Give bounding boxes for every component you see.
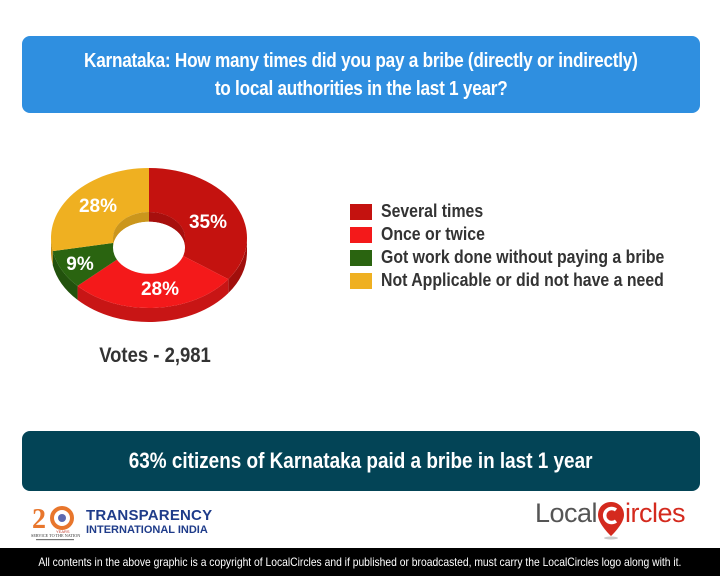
svg-text:2: 2 bbox=[32, 504, 46, 535]
footer-text: All contents in the above graphic is a c… bbox=[38, 555, 682, 569]
legend-label: Once or twice bbox=[381, 224, 485, 244]
legend-label: Several times bbox=[381, 201, 484, 221]
legend-item-several-times: Several times bbox=[350, 200, 703, 223]
transparency-international-logo: 2 YEARS SERVICE TO THE NATION TRANSPAREN… bbox=[24, 500, 212, 542]
lc-word-local: Local bbox=[535, 498, 598, 528]
legend-item-not-applicable: Not Applicable or did not have a need bbox=[350, 269, 703, 292]
donut-chart: 35% 28% 9% 28% bbox=[40, 160, 260, 340]
legend-swatch bbox=[350, 203, 372, 220]
legend-item-no-bribe: Got work done without paying a bribe bbox=[350, 246, 703, 269]
slice-label: 28% bbox=[141, 279, 179, 300]
legend-swatch bbox=[350, 249, 372, 266]
slice-label: 9% bbox=[66, 254, 94, 275]
slice-label: 35% bbox=[189, 212, 227, 233]
question-line-1: Karnataka: How many times did you pay a … bbox=[84, 49, 638, 72]
question-line-2: to local authorities in the last 1 year? bbox=[214, 77, 508, 100]
localcircles-logo: Local ircles bbox=[535, 496, 695, 540]
ti-line-1: TRANSPARENCY bbox=[86, 507, 213, 524]
question-banner: Karnataka: How many times did you pay a … bbox=[22, 36, 700, 113]
donut-chart-svg: 35% 28% 9% 28% bbox=[50, 168, 247, 322]
summary-banner: 63% citizens of Karnataka paid a bribe i… bbox=[22, 431, 700, 491]
svg-text:SERVICE TO THE NATION: SERVICE TO THE NATION bbox=[31, 533, 80, 538]
ti-line-2: INTERNATIONAL INDIA bbox=[86, 524, 208, 536]
legend-swatch bbox=[350, 272, 372, 289]
legend-item-once-or-twice: Once or twice bbox=[350, 223, 703, 246]
copyright-footer: All contents in the above graphic is a c… bbox=[0, 548, 720, 576]
legend-label: Got work done without paying a bribe bbox=[381, 247, 665, 267]
svg-text:YEARS: YEARS bbox=[56, 529, 70, 534]
ti-wordmark: TRANSPARENCY INTERNATIONAL INDIA bbox=[86, 507, 213, 537]
legend-label: Not Applicable or did not have a need bbox=[381, 270, 664, 290]
votes-count: Votes - 2,981 bbox=[99, 344, 211, 367]
summary-text: 63% citizens of Karnataka paid a bribe i… bbox=[129, 448, 593, 473]
chart-legend: Several times Once or twice Got work don… bbox=[350, 200, 703, 292]
lc-word-ircles: ircles bbox=[625, 498, 686, 528]
legend-swatch bbox=[350, 226, 372, 243]
slice-label: 28% bbox=[79, 196, 117, 217]
ti-20-years-icon: 2 YEARS SERVICE TO THE NATION bbox=[31, 504, 80, 541]
location-pin-icon bbox=[598, 502, 624, 540]
